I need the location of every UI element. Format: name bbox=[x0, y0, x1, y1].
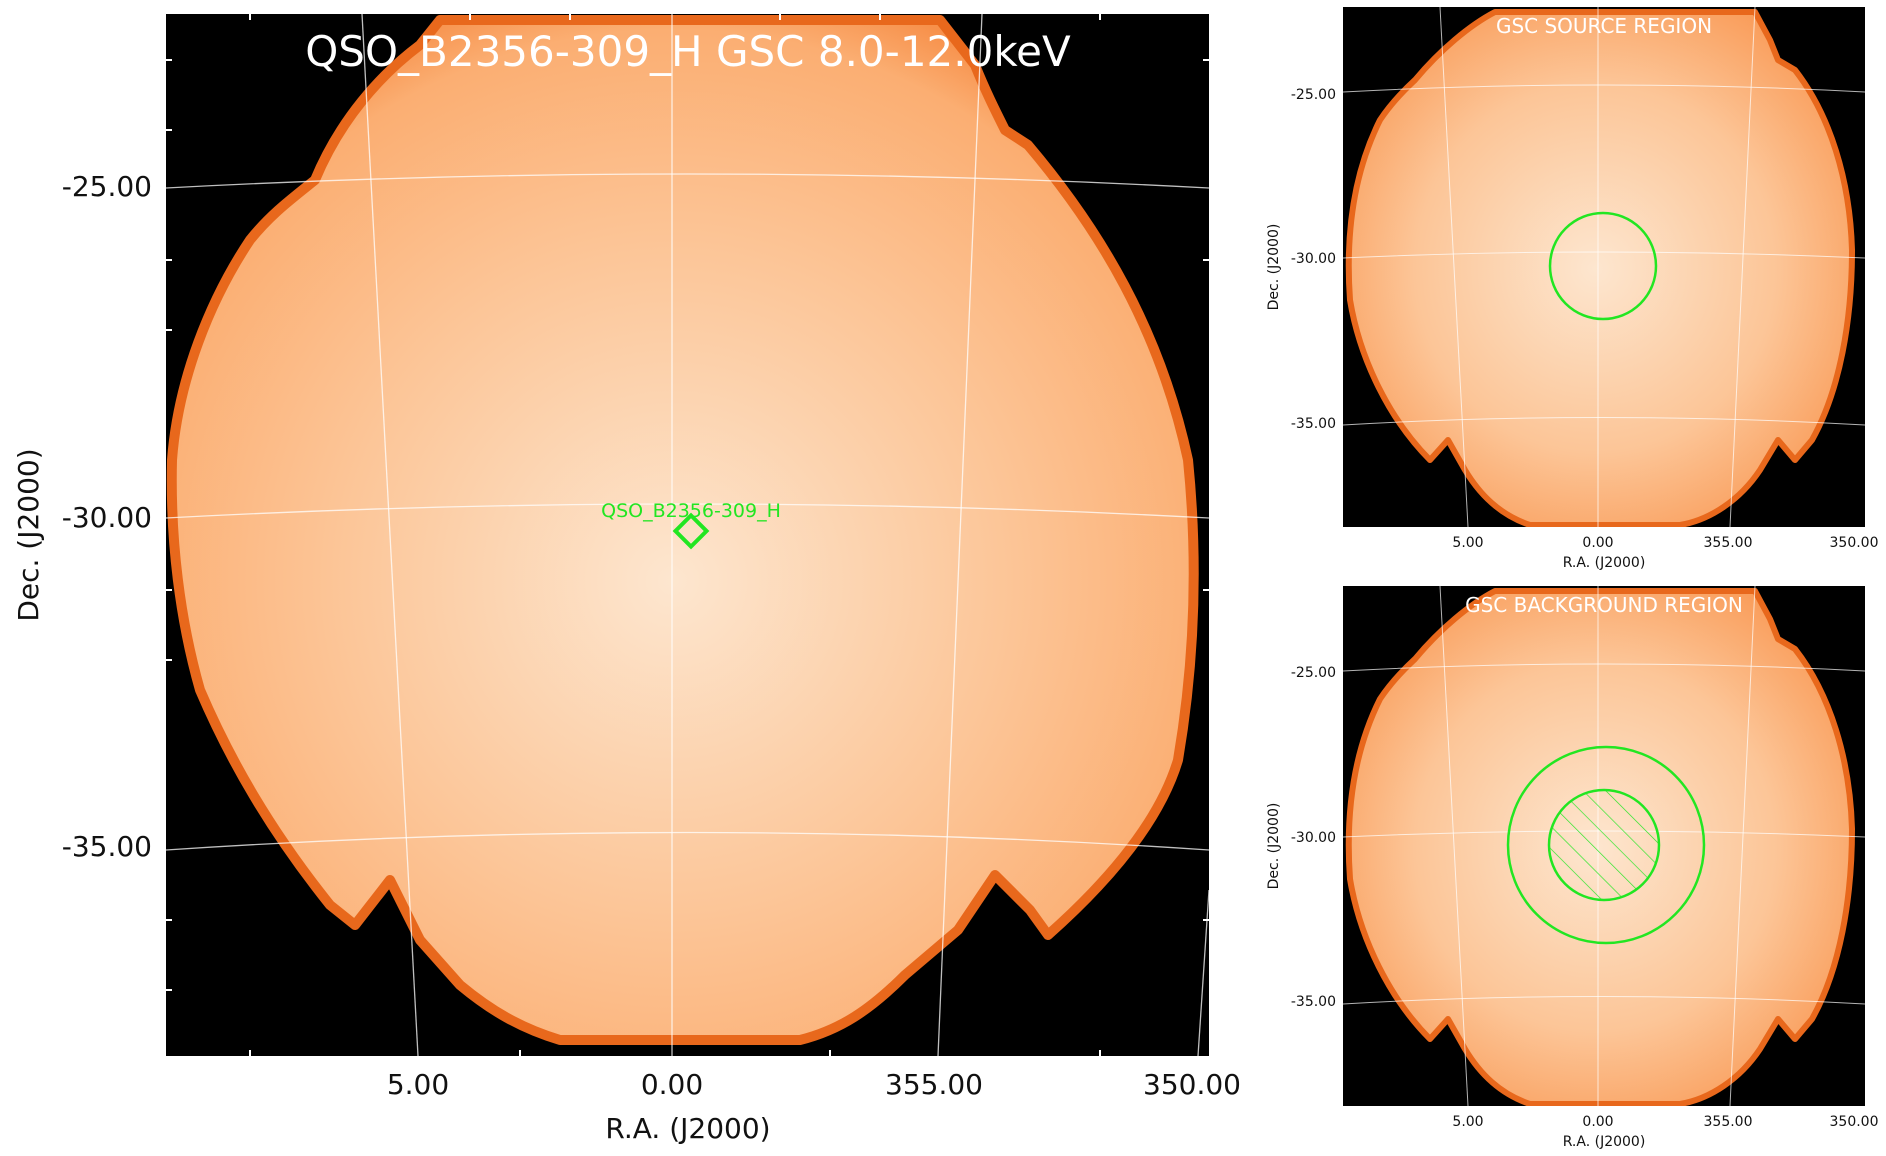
source-x-axis-title: R.A. (J2000) bbox=[1563, 555, 1646, 571]
main-title: QSO_B2356-309_H GSC 8.0-12.0keV bbox=[305, 27, 1071, 76]
main-map-panel: QSO_B2356-309_H QSO_B2356-309_H GSC 8.0-… bbox=[12, 14, 1241, 1145]
main-exposure-map bbox=[166, 15, 1199, 1045]
main-frame-ticks bbox=[166, 14, 1209, 1056]
source-x-tick-4: 350.00 bbox=[1830, 535, 1879, 551]
main-x-tick-3: 355.00 bbox=[885, 1068, 983, 1101]
main-y-axis-title: Dec. (J2000) bbox=[12, 448, 45, 621]
source-y-axis-title: Dec. (J2000) bbox=[1266, 224, 1282, 311]
background-y-tick-3: -35.00 bbox=[1291, 994, 1336, 1010]
main-x-tick-4: 350.00 bbox=[1143, 1068, 1241, 1101]
background-x-tick-4: 350.00 bbox=[1830, 1114, 1879, 1130]
background-x-tick-1: 5.00 bbox=[1452, 1114, 1483, 1130]
source-x-tick-2: 0.00 bbox=[1582, 535, 1613, 551]
source-y-tick-3: -35.00 bbox=[1291, 416, 1336, 432]
source-y-tick-2: -30.00 bbox=[1291, 251, 1336, 267]
background-x-tick-3: 355.00 bbox=[1704, 1114, 1753, 1130]
background-outer-circle bbox=[1506, 745, 1706, 945]
source-region-panel: GSC SOURCE REGION -25.00 -30.00 -35.00 5… bbox=[1266, 7, 1879, 571]
background-excluded-source-circle bbox=[1547, 788, 1661, 902]
source-panel-title: GSC SOURCE REGION bbox=[1496, 14, 1712, 38]
source-x-tick-3: 355.00 bbox=[1704, 535, 1753, 551]
source-position-marker bbox=[672, 512, 710, 550]
source-y-tick-1: -25.00 bbox=[1291, 87, 1336, 103]
background-x-tick-2: 0.00 bbox=[1582, 1114, 1613, 1130]
source-coordinate-grid bbox=[1343, 7, 1865, 527]
background-region-panel: GSC BACKGROUND REGION -25.00 -30.00 -35.… bbox=[1266, 586, 1879, 1150]
source-x-tick-1: 5.00 bbox=[1452, 535, 1483, 551]
source-label: QSO_B2356-309_H bbox=[601, 500, 781, 522]
main-x-tick-1: 5.00 bbox=[387, 1068, 449, 1101]
background-y-axis-title: Dec. (J2000) bbox=[1266, 803, 1282, 890]
main-x-axis-title: R.A. (J2000) bbox=[605, 1112, 770, 1145]
background-panel-title: GSC BACKGROUND REGION bbox=[1465, 593, 1743, 617]
background-y-tick-2: -30.00 bbox=[1291, 830, 1336, 846]
main-x-tick-2: 0.00 bbox=[641, 1068, 703, 1101]
background-y-tick-1: -25.00 bbox=[1291, 665, 1336, 681]
main-coordinate-grid bbox=[166, 14, 1209, 1056]
main-y-tick-2: -30.00 bbox=[62, 501, 152, 534]
source-region-circle bbox=[1548, 211, 1658, 321]
main-y-tick-1: -25.00 bbox=[62, 170, 152, 203]
main-y-tick-3: -35.00 bbox=[62, 830, 152, 863]
source-exposure-map bbox=[1345, 9, 1855, 527]
background-x-axis-title: R.A. (J2000) bbox=[1563, 1134, 1646, 1150]
